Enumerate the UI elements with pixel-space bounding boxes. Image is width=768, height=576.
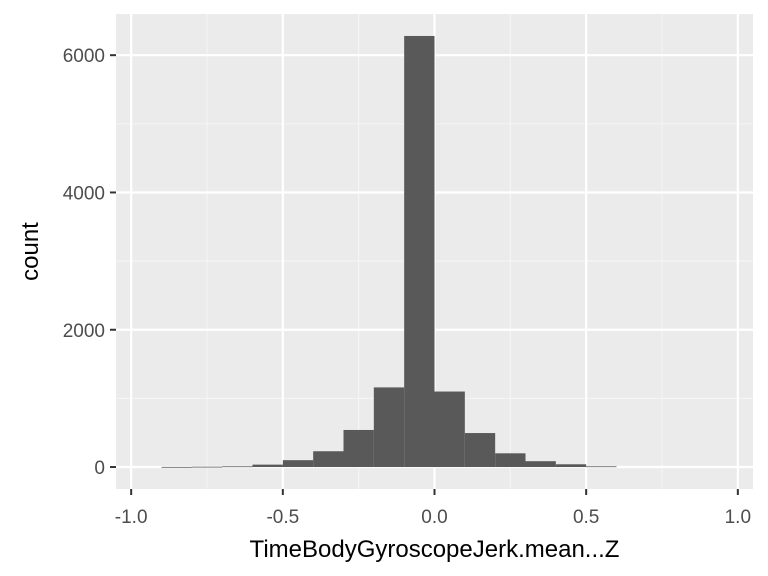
histogram-bar <box>464 433 496 468</box>
histogram-bar <box>222 466 253 468</box>
histogram-bar <box>434 391 465 468</box>
x-tick-label: 1.0 <box>725 507 751 528</box>
y-axis-title: count <box>17 222 44 281</box>
y-axis: 0 2000 4000 6000 <box>63 46 116 479</box>
histogram-bar <box>313 451 344 468</box>
x-tick-label: -0.5 <box>266 507 299 528</box>
y-tick-label: 6000 <box>63 46 105 67</box>
histogram-bar <box>525 461 556 468</box>
histogram-bar <box>373 387 405 468</box>
histogram-bar <box>555 464 587 468</box>
histogram-bar <box>191 466 223 468</box>
x-axis-title: TimeBodyGyroscopeJerk.mean...Z <box>250 536 620 563</box>
x-axis: -1.0 -0.5 0.0 0.5 1.0 <box>115 489 751 528</box>
histogram-bar <box>586 466 617 468</box>
histogram-bars <box>161 35 617 468</box>
y-tick-label: 2000 <box>63 321 105 342</box>
histogram-bar <box>252 464 283 468</box>
histogram-bar <box>343 429 374 468</box>
x-tick-label: 0.0 <box>421 507 447 528</box>
y-tick-label: 0 <box>94 458 105 479</box>
x-tick-label: -1.0 <box>115 507 148 528</box>
x-tick-label: 0.5 <box>573 507 599 528</box>
histogram-bar <box>282 460 314 468</box>
y-tick-label: 4000 <box>63 183 105 204</box>
histogram-bar <box>404 35 435 468</box>
histogram-bar <box>495 453 526 468</box>
histogram-bar <box>161 466 192 468</box>
